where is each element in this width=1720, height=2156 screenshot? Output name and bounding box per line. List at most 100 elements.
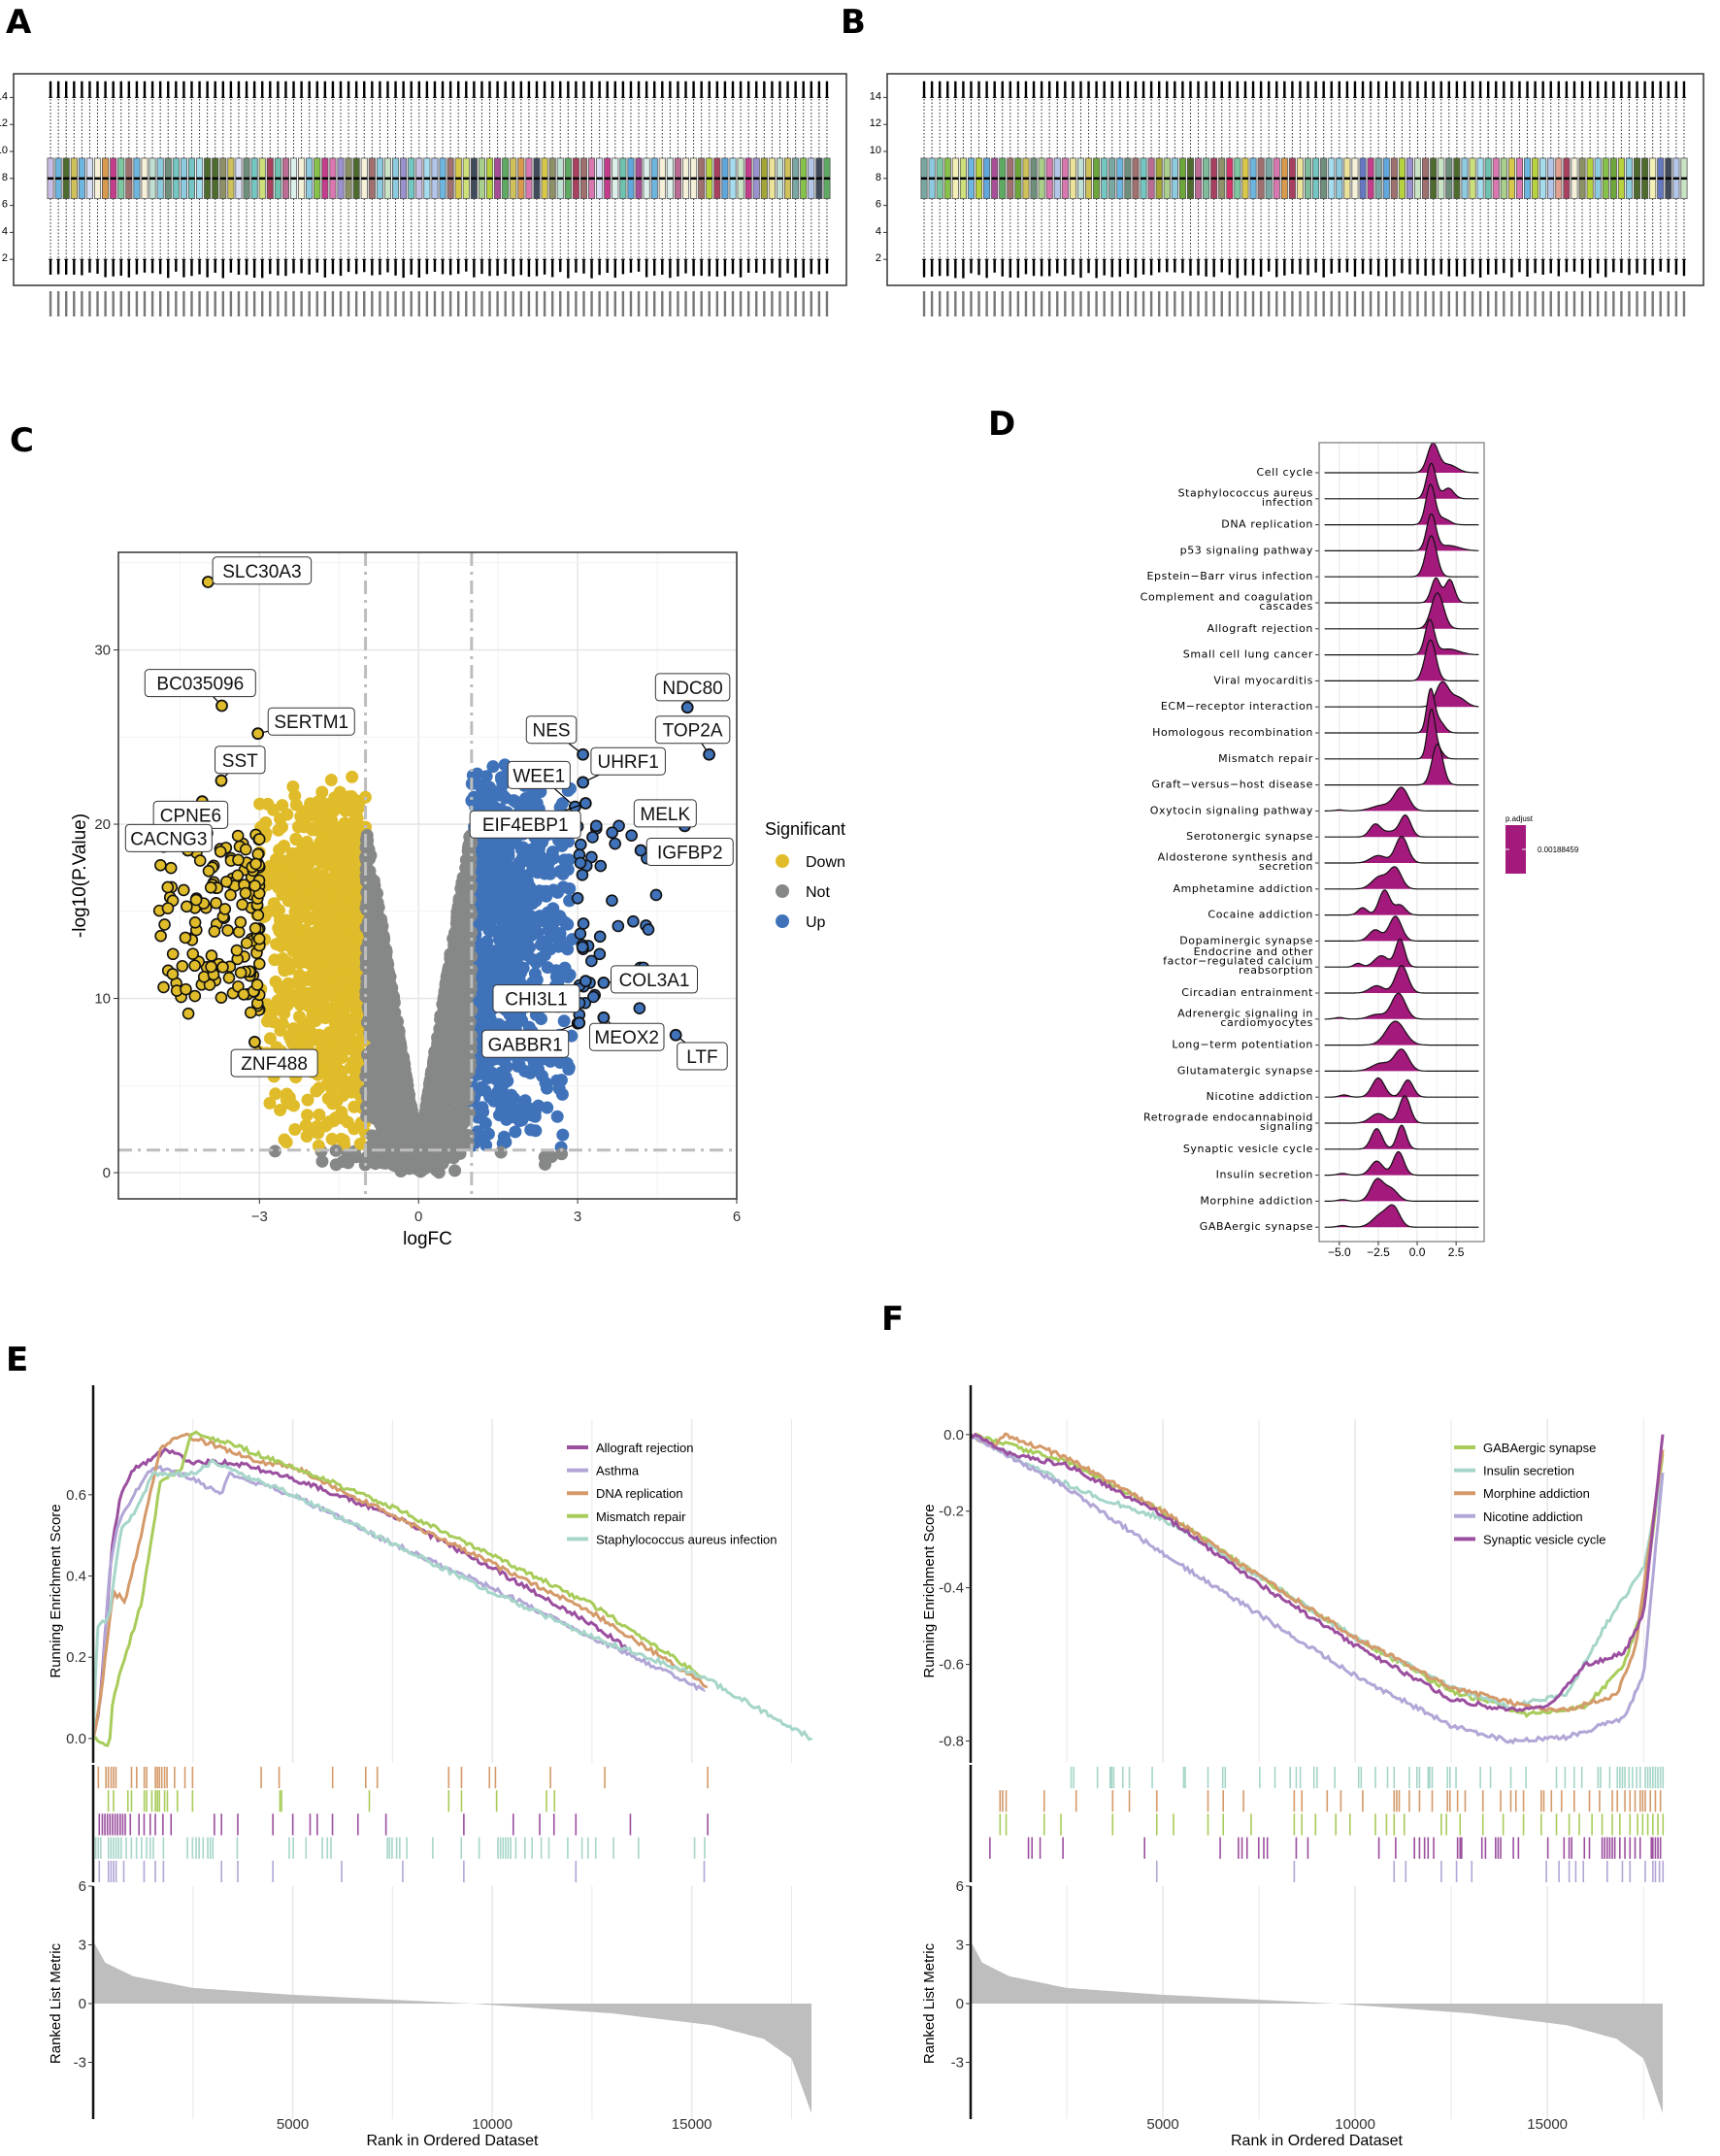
panel-label-e: E [6, 1341, 28, 1379]
data-point [557, 853, 571, 867]
sample-label [379, 291, 381, 316]
data-point [298, 1039, 312, 1052]
sample-label [817, 291, 821, 316]
sample-label [794, 291, 797, 316]
sample-box [1171, 81, 1178, 316]
sample-label [786, 291, 789, 316]
sample-box [643, 81, 650, 316]
sample-box [975, 81, 983, 316]
data-point [286, 853, 300, 867]
sample-label [1032, 291, 1036, 316]
sample-label [1072, 291, 1075, 316]
sample-box [768, 81, 776, 316]
sample-box [604, 81, 612, 316]
data-point [337, 1134, 350, 1147]
sample-box [681, 81, 690, 316]
data-point [532, 1099, 546, 1112]
sample-label [946, 291, 949, 316]
sample-box [1422, 81, 1430, 316]
sample-label [1330, 291, 1333, 316]
sample-label [65, 291, 68, 316]
sample-label [1338, 291, 1341, 316]
sample-label [1283, 291, 1286, 316]
sample-label [1612, 291, 1615, 316]
sample-box [951, 81, 959, 316]
sample-label [1087, 291, 1090, 316]
sample-label [519, 291, 523, 316]
data-point [289, 923, 303, 937]
data-point [263, 1096, 277, 1110]
sample-box [674, 81, 681, 316]
sample-label [755, 291, 758, 316]
sample-label [1651, 291, 1654, 316]
data-point [540, 1081, 553, 1095]
data-point [281, 879, 295, 892]
sample-box [635, 81, 643, 316]
data-point [486, 760, 500, 774]
data-point [309, 868, 322, 881]
sample-box [78, 81, 85, 316]
sample-label [1549, 291, 1552, 316]
sample-label [637, 291, 641, 316]
sample-box [1359, 81, 1367, 316]
sample-label [1141, 291, 1145, 316]
sample-label [88, 291, 91, 316]
sample-label [1064, 291, 1067, 316]
sample-box [1665, 81, 1672, 316]
sample-box [321, 81, 329, 316]
sample-label [1361, 291, 1365, 316]
data-point [545, 1150, 558, 1164]
sample-box [352, 81, 360, 316]
sample-label [1408, 291, 1411, 316]
data-point [338, 816, 351, 830]
data-point [563, 968, 577, 981]
sample-label [582, 291, 585, 316]
data-point [516, 1110, 530, 1123]
sample-label [613, 291, 616, 316]
sample-label [1503, 291, 1505, 316]
sample-box [1680, 81, 1688, 316]
data-point [479, 1083, 492, 1097]
sample-box [1163, 81, 1171, 316]
sample-box [548, 81, 556, 316]
sample-label [527, 291, 531, 316]
sample-box [698, 81, 706, 316]
sample-label [1659, 291, 1662, 316]
sample-label [575, 291, 578, 316]
sample-label [1166, 291, 1169, 316]
sample-box [541, 81, 548, 316]
sample-label [81, 291, 83, 316]
sample-box [650, 81, 658, 316]
sample-box [1343, 81, 1351, 316]
sample-box [47, 81, 54, 316]
sample-box [1382, 81, 1390, 316]
sample-box [141, 81, 149, 316]
sample-box [156, 81, 164, 316]
data-point [466, 769, 480, 782]
y-tick-label: 2 [2, 252, 8, 264]
data-point [344, 834, 357, 847]
sample-label [347, 291, 350, 316]
data-point [301, 1109, 314, 1122]
sample-box [212, 81, 219, 316]
sample-box [1492, 81, 1500, 316]
data-point [315, 1154, 329, 1168]
plot-frame [886, 73, 1704, 286]
data-point [269, 1087, 282, 1101]
sample-label [214, 291, 216, 316]
sample-box [502, 81, 510, 316]
sample-box [1500, 81, 1507, 316]
sample-box [1178, 81, 1186, 316]
sample-box [1155, 81, 1163, 316]
sample-box [1438, 81, 1445, 316]
data-point [518, 1094, 532, 1108]
sample-label [158, 291, 162, 316]
sample-box [110, 81, 117, 316]
data-point [336, 960, 349, 974]
sample-box [619, 81, 627, 316]
sample-box [423, 81, 431, 316]
data-point [293, 1010, 307, 1023]
sample-label [1047, 291, 1051, 316]
data-point [274, 1023, 287, 1037]
data-point [525, 897, 539, 911]
